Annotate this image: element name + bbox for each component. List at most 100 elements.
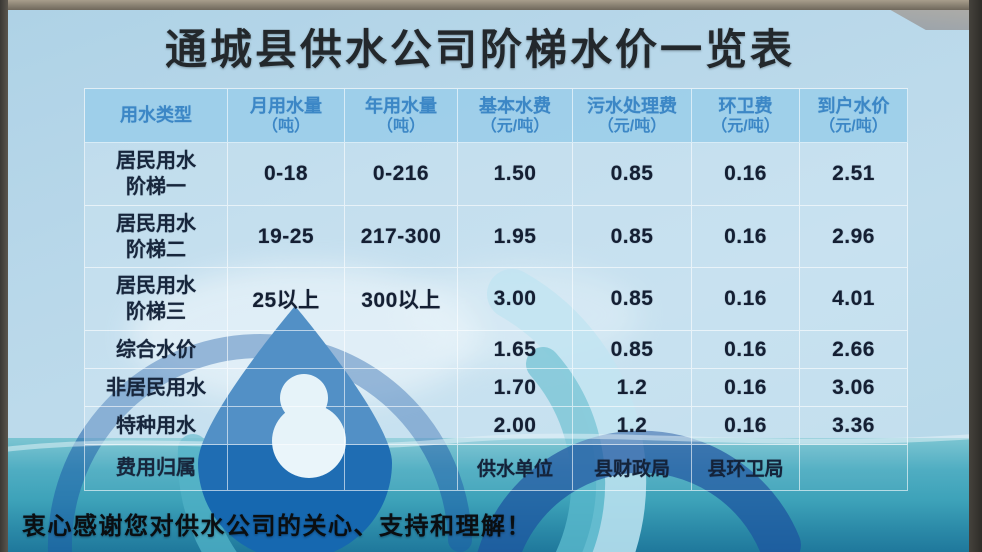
cell-value: 0.85: [610, 224, 654, 248]
row-type-cell: 综合水价: [85, 331, 228, 369]
table-cell: [345, 407, 458, 445]
header-unit: （元/吨）: [711, 118, 780, 136]
cell-value: 1.2: [616, 413, 648, 437]
frame-left-edge: [0, 0, 8, 552]
cell-value: 217-300: [360, 224, 442, 248]
cell-value: 19-25: [257, 224, 315, 248]
table-cell: 0.16: [692, 407, 800, 445]
thanks-message: 衷心感谢您对供水公司的关心、支持和理解！: [22, 513, 532, 540]
cell-value: 1.50: [493, 162, 537, 185]
row-type-cell: 居民用水 阶梯一: [85, 143, 228, 206]
table-cell: 1.70: [458, 369, 573, 407]
table-cell: 4.01: [800, 268, 908, 331]
table-cell: 0-18: [228, 143, 345, 206]
cell-value: 0.16: [724, 337, 767, 361]
header-label: 基本水费: [479, 95, 551, 116]
row-type-label: 居民用水: [116, 212, 196, 235]
table-cell: 县环卫局: [692, 445, 800, 491]
row-type-cell: 居民用水 阶梯三: [85, 268, 228, 331]
cell-value: 25以上: [252, 289, 320, 312]
header-unit: （元/吨）: [819, 118, 888, 136]
table-cell: 0.85: [573, 206, 692, 268]
page-title: 通城县供水公司阶梯水价一览表: [164, 26, 795, 73]
row-type-cell: 费用归属: [85, 445, 228, 491]
table-cell: 0-216: [345, 143, 458, 206]
table-cell: 1.2: [573, 369, 692, 407]
row-tier-label: 阶梯二: [126, 238, 186, 261]
table-cell: [345, 331, 458, 369]
table-cell: 2.00: [458, 407, 573, 445]
header-cell-type: 用水类型: [85, 89, 228, 143]
table-cell: 2.51: [800, 143, 908, 206]
cell-value: 1.70: [493, 375, 537, 399]
table-cell: 0.16: [692, 143, 800, 206]
table-cell: 0.16: [692, 369, 800, 407]
cell-value: 0-216: [372, 162, 430, 185]
table-cell: [228, 445, 345, 491]
table-cell: 1.50: [458, 143, 573, 206]
cell-value: 0.85: [610, 337, 654, 361]
row-type-cell: 居民用水 阶梯二: [85, 206, 228, 268]
header-label: 用水类型: [120, 105, 192, 126]
table-cell: [345, 369, 458, 407]
cell-value: 0.16: [724, 287, 767, 310]
table-cell: 0.85: [573, 143, 692, 206]
table-cell: 300以上: [345, 268, 458, 331]
table-cell: 县财政局: [573, 445, 692, 491]
header-cell-yearly: 年用水量 （吨）: [345, 89, 458, 143]
header-unit: （吨）: [261, 118, 310, 136]
table-cell: 0.85: [573, 268, 692, 331]
water-price-table: 用水类型 月用水量 （吨） 年用水量 （吨） 基本水费 （元/吨） 污水处理费 （元/吨…: [84, 88, 908, 491]
header-unit: （吨）: [376, 118, 425, 136]
cell-value: 0.16: [724, 224, 767, 248]
frame-right-edge: [969, 0, 982, 552]
table-cell: 19-25: [228, 206, 345, 268]
table-cell: 1.65: [458, 331, 573, 369]
table-cell: 2.96: [800, 206, 908, 268]
cell-value: 2.51: [832, 162, 875, 185]
cell-value: 0.16: [724, 413, 767, 437]
cell-value: 2.96: [832, 224, 875, 248]
table-cell: [228, 331, 345, 369]
table-cell: 3.36: [800, 407, 908, 445]
table-cell: [345, 445, 458, 491]
table-cell: 0.85: [573, 331, 692, 369]
row-tier-label: 阶梯一: [126, 176, 186, 198]
header-label: 环卫费: [718, 95, 773, 116]
table-cell: [228, 407, 345, 445]
cell-value: 300以上: [361, 289, 441, 312]
cell-value: 0.85: [610, 162, 654, 185]
table-cell: [228, 369, 345, 407]
header-label: 污水处理费: [587, 95, 677, 116]
table-cell: 1.95: [458, 206, 573, 268]
table-cell: [800, 445, 908, 491]
row-type-label: 综合水价: [116, 338, 196, 361]
cell-value: 供水单位: [476, 459, 553, 480]
cell-value: 4.01: [832, 287, 875, 310]
table-cell: 1.2: [573, 407, 692, 445]
table-cell: 217-300: [345, 206, 458, 268]
row-type-label: 居民用水: [116, 275, 196, 297]
header-cell-total: 到户水价 （元/吨）: [800, 89, 908, 143]
header-label: 年用水量: [365, 95, 437, 116]
cell-value: 0.16: [724, 162, 767, 185]
table-cell: 3.06: [800, 369, 908, 407]
table-cell: 供水单位: [458, 445, 573, 491]
cell-value: 0-18: [263, 162, 309, 185]
cell-value: 3.00: [493, 287, 537, 310]
cell-value: 2.66: [832, 337, 875, 361]
row-type-label: 居民用水: [116, 150, 196, 172]
table-cell: 0.16: [692, 268, 800, 331]
cell-value: 0.85: [610, 287, 654, 310]
row-type-cell: 非居民用水: [85, 369, 228, 407]
frame-top-edge: [0, 0, 982, 10]
header-cell-monthly: 月用水量 （吨）: [228, 89, 345, 143]
cell-value: 1.2: [616, 375, 648, 399]
row-type-label: 特种用水: [116, 414, 196, 437]
header-cell-basic: 基本水费 （元/吨）: [458, 89, 573, 143]
cell-value: 县财政局: [593, 459, 670, 480]
cell-value: 2.00: [493, 413, 537, 437]
header-cell-sanitation: 环卫费 （元/吨）: [692, 89, 800, 143]
cell-value: 3.06: [832, 375, 875, 399]
